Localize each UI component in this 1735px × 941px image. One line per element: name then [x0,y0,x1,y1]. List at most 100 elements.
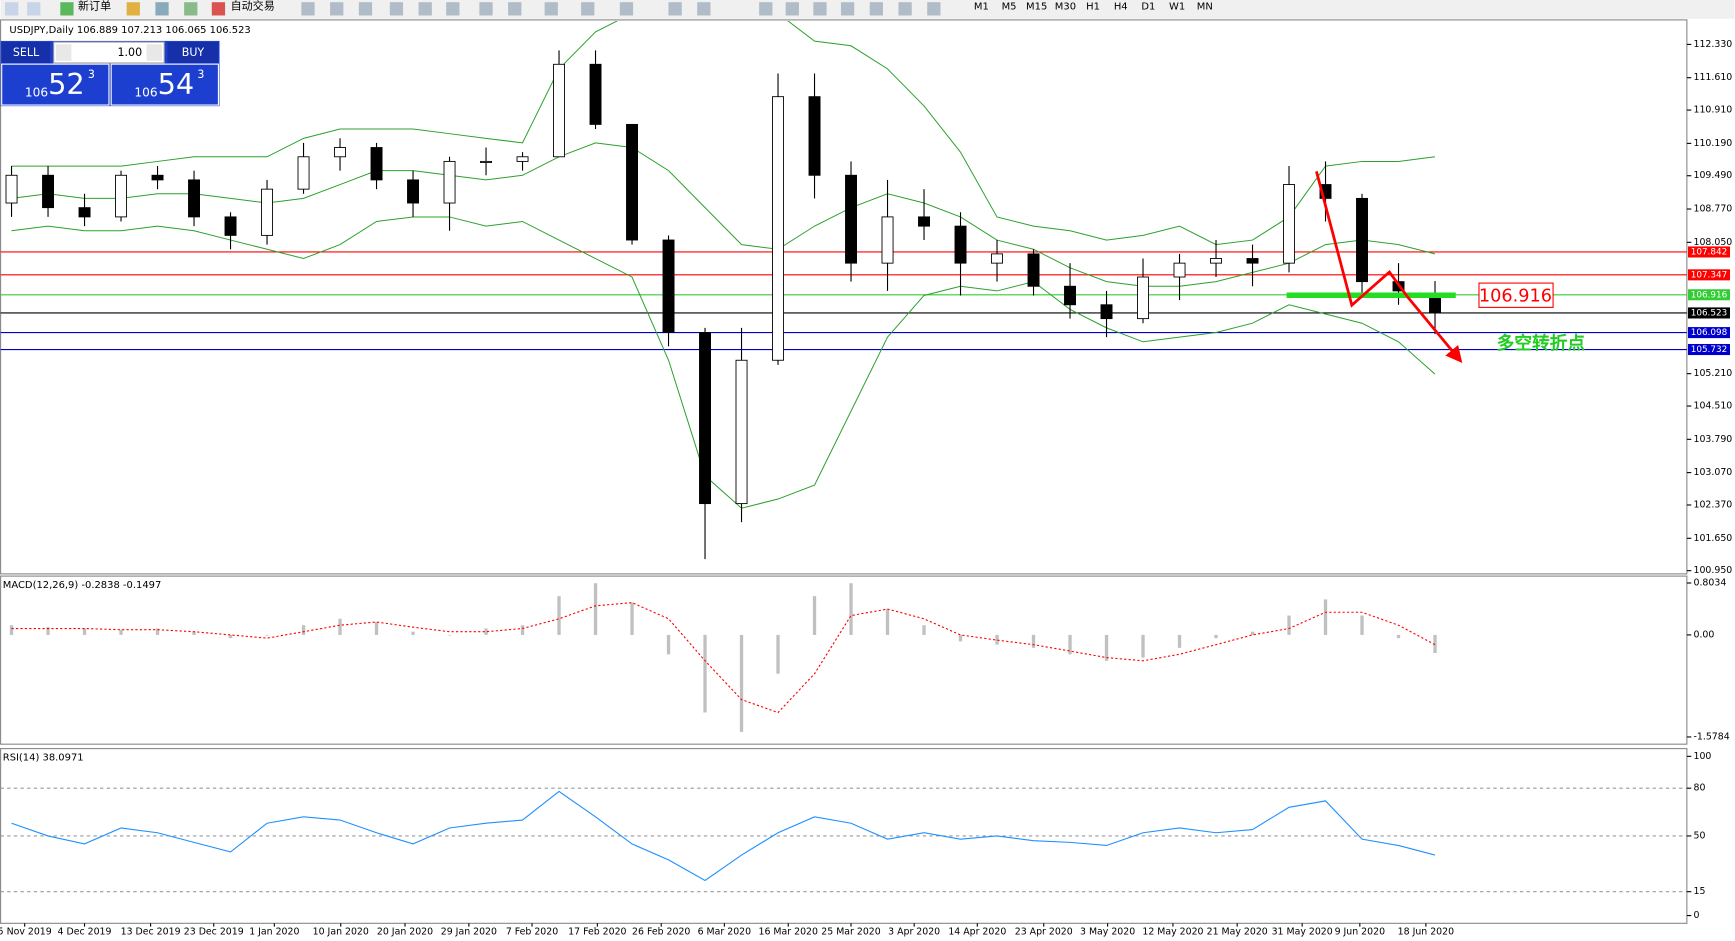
auto-trading[interactable]: 自动交易 [231,0,275,13]
timeframe[interactable]: M30 [1055,2,1076,13]
candle-body [991,253,1003,264]
candle-body [954,225,967,264]
macd-bar [447,634,452,636]
level-label-bg [1687,307,1730,319]
tool-icon[interactable] [813,2,827,16]
ask-pips: 54 [158,67,195,101]
candle-body [1429,295,1441,314]
tool-icon[interactable] [301,2,315,16]
tool-icon[interactable] [869,2,883,16]
timeframe[interactable]: M1 [974,2,989,13]
x-tick-label: 18 Jun 2020 [1398,927,1454,938]
tool-icon[interactable] [126,2,140,16]
macd-bar [9,625,14,635]
candle-body [735,359,748,505]
price-annotation: 106.916 [1479,286,1552,306]
tool-icon[interactable] [840,2,855,16]
macd-bar [265,634,269,636]
new-order-icon[interactable] [60,2,74,16]
bollinger-band [11,142,1436,287]
tool-icon[interactable] [619,2,634,16]
tool-icon[interactable] [508,2,522,16]
tool-icon[interactable] [358,2,373,16]
tool-icon[interactable] [389,2,404,16]
timeframe[interactable]: H4 [1114,2,1128,13]
y-tick-label: 0.00 [1694,629,1715,640]
level-label-bg [1687,246,1730,258]
timeframe[interactable]: H1 [1086,2,1100,13]
candle-body [480,160,493,163]
tool-icon[interactable] [330,2,344,16]
sell-label[interactable]: SELL [13,46,40,59]
tool-icon[interactable] [544,2,558,16]
level-label: 107.842 [1691,247,1728,257]
sell-button[interactable] [1,42,51,64]
tool-icon[interactable] [446,2,460,16]
y-tick-label: 112.330 [1694,39,1733,50]
ask-box[interactable] [110,63,219,106]
macd-bar [1323,599,1328,635]
macd-bar [739,634,744,732]
candle-body [1173,262,1186,278]
tool-icon[interactable] [927,2,941,16]
macd-bar [82,628,87,635]
one-click-trading: SELL 1.00 BUY 106 52 3 106 54 3 [0,40,220,107]
tool-icon[interactable] [898,2,912,16]
lot-value[interactable]: 1.00 [118,46,143,59]
macd-bar [812,596,817,635]
y-tick-label: 108.050 [1694,237,1733,248]
tool-icon[interactable] [759,2,773,16]
y-tick-label: 101.650 [1694,533,1733,544]
macd-bar [1068,634,1072,655]
macd-bar [338,618,342,635]
new-order[interactable]: 新订单 [78,0,111,13]
level-label-bg [1687,343,1730,356]
tool-icon[interactable] [479,2,493,16]
tool-icon[interactable] [581,2,595,16]
chart-title: USDJPY,Daily 106.889 107.213 106.065 106… [9,25,250,36]
y-tick-label: -1.5784 [1694,731,1730,742]
y-tick-label: 80 [1694,783,1706,794]
tool-icon[interactable] [184,2,198,16]
level-label: 106.523 [1691,308,1728,318]
lot-input[interactable] [53,41,165,64]
macd-bar [776,634,780,674]
level-label-bg [1687,327,1730,339]
lot-spinner[interactable] [55,44,72,61]
timeframe[interactable]: M5 [1002,2,1017,13]
timeframe[interactable]: MN [1197,2,1213,13]
tool-icon[interactable] [27,2,41,16]
y-tick-label: 103.070 [1694,467,1733,478]
drawings: 106.916 多空转折点 [1286,171,1585,364]
bid-box[interactable] [1,63,110,106]
candle-body [918,216,930,227]
buy-label[interactable]: BUY [182,46,205,59]
bid-pips: 52 [48,67,85,101]
rsi-line [11,790,1436,882]
macd-bar [922,625,926,635]
y-tick-label: 111.610 [1694,72,1733,83]
candle-body [772,96,784,361]
candle-body [1027,253,1040,287]
tool-icon[interactable] [668,2,682,16]
auto-trading-icon[interactable] [211,2,226,16]
macd-bar [630,602,634,635]
macd-bar [411,631,415,635]
candle-body [1283,184,1295,264]
candle-body [5,174,18,204]
red-arrow [1315,171,1409,308]
lot-spinner[interactable] [146,44,163,61]
timeframe[interactable]: W1 [1169,2,1185,13]
buy-button[interactable] [167,42,219,64]
tool-icon[interactable] [155,2,169,16]
tool-icon[interactable] [418,2,432,16]
x-tick-label: 3 Apr 2020 [888,927,940,938]
macd-bar [228,634,233,639]
tool-icon[interactable] [785,2,799,16]
timeframe[interactable]: D1 [1141,2,1155,13]
tool-icon[interactable] [697,2,711,16]
candle-body [626,123,638,241]
tool-icon[interactable] [5,2,19,16]
timeframe[interactable]: M15 [1026,2,1047,13]
